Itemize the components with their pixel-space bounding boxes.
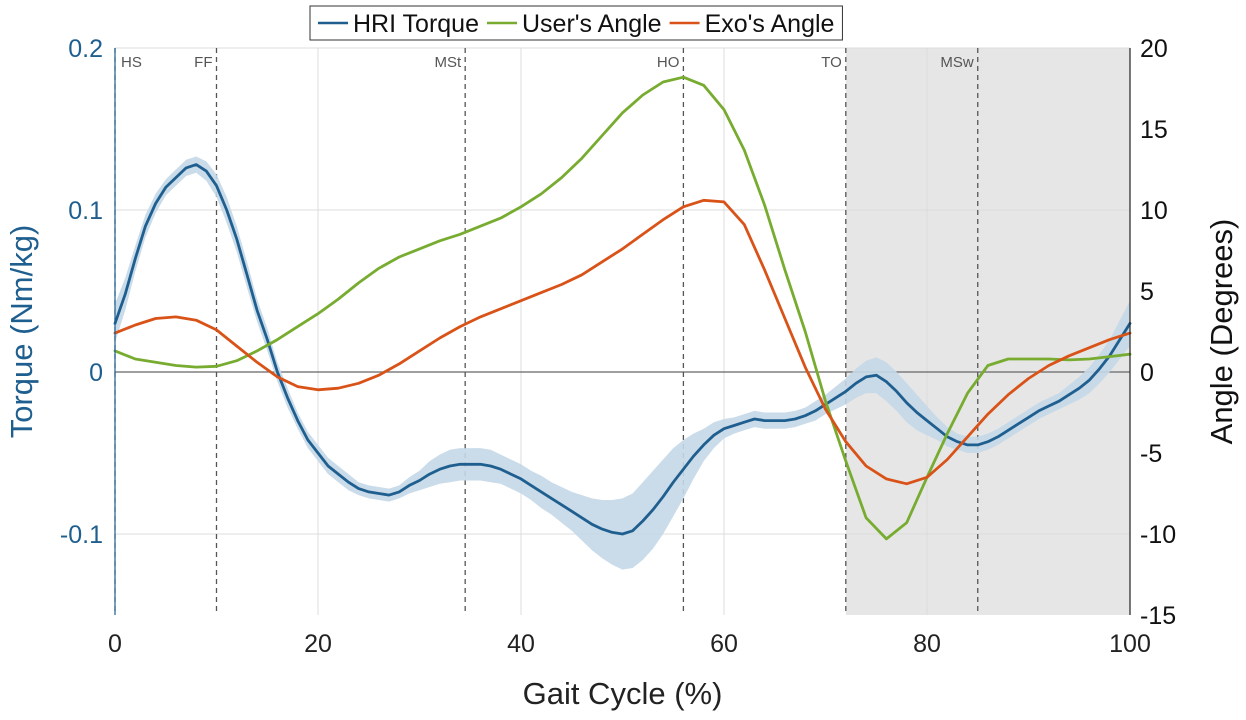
legend-label-exos-angle: Exo's Angle [705, 10, 835, 38]
phase-label-mst: MSt [435, 54, 463, 71]
x-tick-label: 0 [108, 630, 122, 658]
series-line-exo-s-angle [113, 198, 1132, 486]
y-tick-label-right: -10 [1140, 521, 1176, 549]
y-tick-label-right: -15 [1140, 602, 1176, 630]
y-tick-label-left: 0.1 [68, 197, 103, 225]
x-tick-label: 20 [304, 630, 332, 658]
y-tick-label-left: -0.1 [60, 521, 103, 549]
x-axis-label: Gait Cycle (%) [523, 676, 723, 711]
y-tick-label-right: 0 [1140, 359, 1154, 387]
y-tick-label-right: 20 [1140, 35, 1168, 63]
axes [114, 48, 1131, 615]
x-tick-label: 80 [913, 630, 941, 658]
series-lines [113, 75, 1132, 541]
legend: HRI Torque User's Angle Exo's Angle [309, 5, 843, 41]
y-tick-label-right: 15 [1140, 116, 1168, 144]
phase-label-to: TO [821, 54, 842, 71]
y-tick-label-left: 0 [89, 359, 103, 387]
series-line-user-s-angle [113, 75, 1132, 541]
x-tick-label: 60 [710, 630, 738, 658]
phase-label-hs: HS [121, 54, 142, 71]
legend-label-users-angle: User's Angle [522, 10, 662, 38]
y-tick-label-right: 10 [1140, 197, 1168, 225]
y-tick-label-right: 5 [1140, 278, 1154, 306]
phase-label-ff: FF [194, 54, 212, 71]
legend-box [309, 5, 843, 41]
y-tick-label-left: 0.2 [68, 35, 103, 63]
y-tick-label-right: -5 [1140, 440, 1162, 468]
legend-label-hri-torque: HRI Torque [353, 10, 479, 38]
x-tick-label: 40 [507, 630, 535, 658]
swing-phase-region [845, 48, 1130, 615]
swing-phase-shading [845, 48, 1130, 615]
phase-label-msw: MSw [940, 54, 974, 71]
x-tick-label: 100 [1109, 630, 1151, 658]
tick-labels: 0 20 40 60 80 100 -0.1 0 0.1 0.2 -15 -10 -5 0 5 10 15 20 [60, 35, 1176, 658]
y-axis-left-label: Torque (Nm/kg) [4, 225, 39, 439]
phase-label-ho: HO [657, 54, 680, 71]
y-axis-right-label: Angle (Degrees) [1204, 219, 1239, 445]
